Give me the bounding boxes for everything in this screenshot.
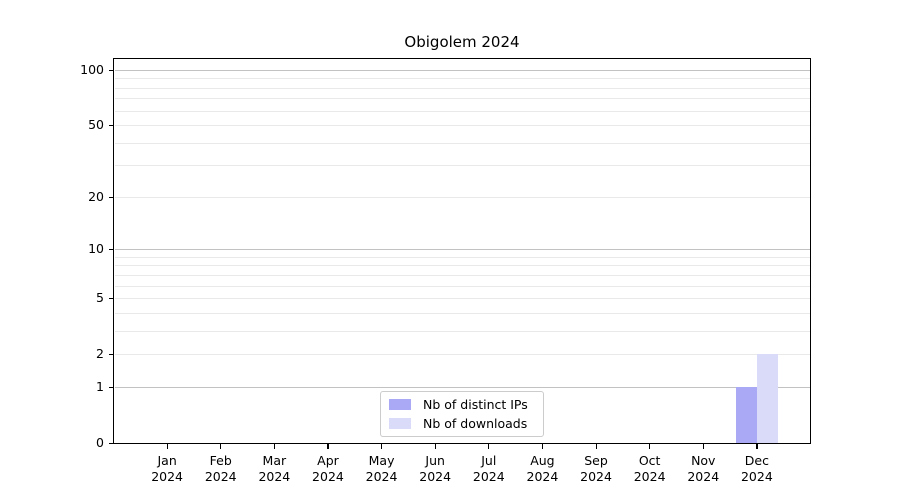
x-tick-mark <box>488 444 490 449</box>
x-tick-label: Oct 2024 <box>610 453 690 484</box>
x-tick-label: May 2024 <box>342 453 422 484</box>
x-tick-label: Feb 2024 <box>181 453 261 484</box>
x-tick-mark <box>595 444 597 449</box>
major-gridline <box>114 386 810 388</box>
x-tick-mark <box>166 444 168 449</box>
y-tick-label: 2 <box>96 346 104 362</box>
minor-gridline <box>114 98 810 100</box>
x-tick-mark <box>649 444 651 449</box>
legend-swatch-icon <box>389 418 411 429</box>
y-tick-mark <box>108 125 113 127</box>
x-tick-label: Jul 2024 <box>449 453 529 484</box>
legend-label: Nb of distinct IPs <box>423 397 528 412</box>
x-tick-month: Nov <box>691 453 716 468</box>
y-tick-mark <box>108 354 113 356</box>
x-tick-month: Aug <box>530 453 555 468</box>
minor-gridline <box>114 265 810 267</box>
x-tick-mark <box>220 444 222 449</box>
x-tick-label: Aug 2024 <box>502 453 582 484</box>
x-tick-year: 2024 <box>580 468 612 484</box>
x-tick-mark <box>327 444 329 449</box>
x-tick-label: Nov 2024 <box>663 453 743 484</box>
x-tick-year: 2024 <box>633 468 666 484</box>
x-tick-year: 2024 <box>204 468 237 484</box>
y-tick-mark <box>108 298 113 300</box>
legend: Nb of distinct IPs Nb of downloads <box>380 391 544 437</box>
minor-gridline <box>114 125 810 127</box>
x-tick-label: Jun 2024 <box>395 453 475 484</box>
minor-gridline <box>114 142 810 144</box>
x-tick-mark <box>273 444 276 449</box>
x-tick-year: 2024 <box>258 468 291 484</box>
minor-gridline <box>114 256 810 258</box>
x-tick-mark <box>381 444 383 449</box>
x-tick-label: Apr 2024 <box>288 453 368 484</box>
x-tick-month: Sep <box>584 453 608 468</box>
x-tick-mark <box>434 444 436 449</box>
minor-gridline <box>114 110 810 112</box>
minor-gridline <box>114 87 810 89</box>
legend-item: Nb of downloads <box>389 414 543 433</box>
legend-swatch-icon <box>389 399 411 410</box>
x-tick-month: Mar <box>262 453 287 468</box>
legend-label: Nb of downloads <box>423 416 528 431</box>
x-tick-month: Oct <box>638 453 661 468</box>
legend-item: Nb of distinct IPs <box>389 395 543 414</box>
minor-gridline <box>114 165 810 167</box>
x-tick-year: 2024 <box>151 468 184 484</box>
y-tick-label: 5 <box>96 290 104 306</box>
x-tick-mark <box>756 444 758 449</box>
x-tick-month: Dec <box>744 453 769 468</box>
major-gridline <box>114 69 810 71</box>
x-tick-mark <box>541 444 544 449</box>
x-tick-month: Apr <box>317 453 339 468</box>
x-tick-label: Sep 2024 <box>556 453 636 484</box>
y-tick-label: 0 <box>96 435 104 450</box>
y-tick-mark <box>108 386 113 389</box>
minor-gridline <box>114 330 810 332</box>
minor-gridline <box>114 312 810 314</box>
y-tick-mark <box>108 443 113 445</box>
y-tick-mark <box>108 249 113 251</box>
chart-title: Obigolem 2024 <box>404 33 520 51</box>
x-tick-month: Jul <box>481 453 497 468</box>
x-tick-year: 2024 <box>740 468 773 484</box>
minor-gridline <box>114 285 810 287</box>
minor-gridline <box>114 354 810 356</box>
major-gridline <box>114 249 810 251</box>
x-tick-month: Feb <box>209 453 232 468</box>
minor-gridline <box>114 298 810 300</box>
x-tick-month: May <box>368 453 395 468</box>
y-tick-label: 10 <box>88 241 104 257</box>
y-tick-label: 20 <box>88 188 104 204</box>
bar-nb-of-distinct-ips-dec <box>735 386 757 443</box>
minor-gridline <box>114 78 810 80</box>
bar-nb-of-downloads-dec <box>756 354 778 443</box>
x-tick-label: Mar 2024 <box>234 453 314 484</box>
x-tick-mark <box>702 444 704 449</box>
x-tick-year: 2024 <box>419 468 452 484</box>
y-tick-label: 100 <box>80 61 104 77</box>
y-tick-label: 50 <box>88 117 104 133</box>
x-tick-year: 2024 <box>526 468 559 484</box>
y-tick-mark <box>108 196 113 199</box>
x-tick-label: Jan 2024 <box>127 453 207 484</box>
x-tick-month: Jun <box>425 453 445 468</box>
x-tick-year: 2024 <box>312 468 344 484</box>
y-tick-label: 1 <box>96 378 104 394</box>
x-tick-year: 2024 <box>472 468 505 484</box>
y-tick-mark <box>108 69 113 72</box>
x-tick-month: Jan <box>157 453 177 468</box>
minor-gridline <box>114 274 810 276</box>
x-tick-label: Dec 2024 <box>717 453 797 484</box>
x-tick-year: 2024 <box>365 468 398 484</box>
minor-gridline <box>114 196 810 198</box>
x-tick-year: 2024 <box>687 468 720 484</box>
